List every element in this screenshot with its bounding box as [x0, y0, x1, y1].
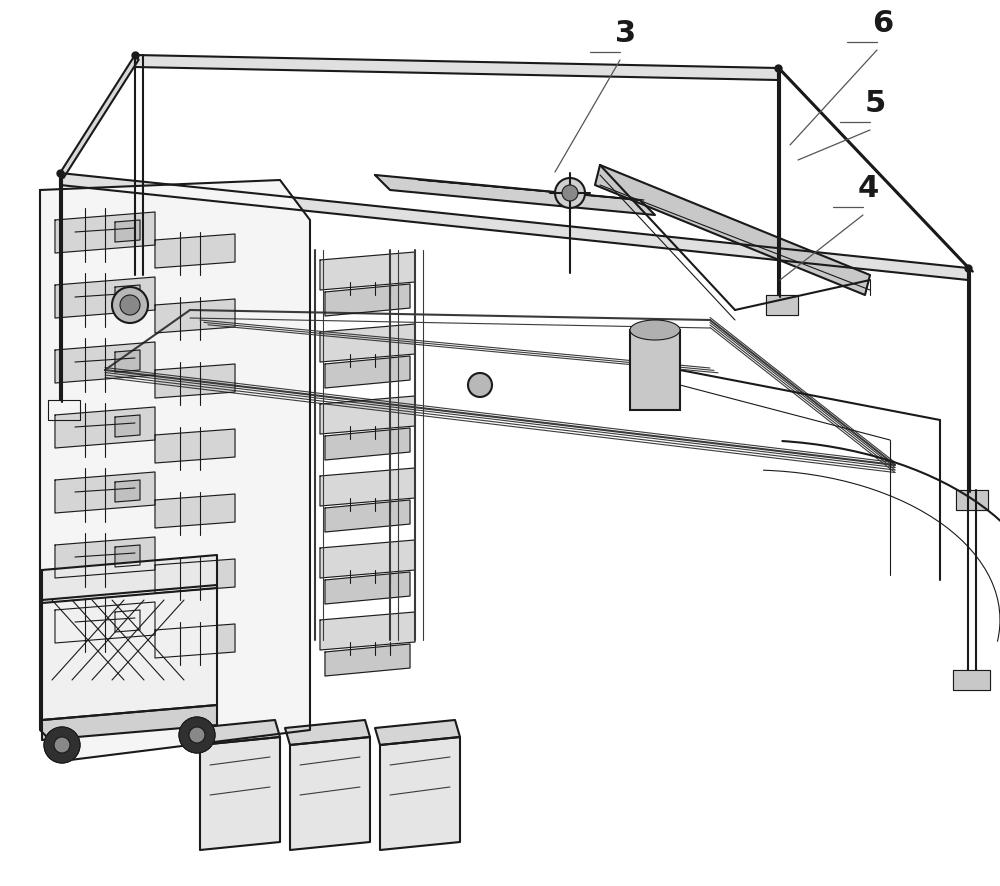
- Polygon shape: [60, 55, 139, 178]
- Text: 6: 6: [872, 9, 893, 38]
- Text: 5: 5: [865, 89, 886, 118]
- Polygon shape: [42, 705, 217, 740]
- Polygon shape: [968, 268, 970, 492]
- Polygon shape: [55, 407, 155, 448]
- Polygon shape: [155, 429, 235, 463]
- Polygon shape: [320, 396, 415, 434]
- Polygon shape: [60, 173, 62, 401]
- Polygon shape: [55, 342, 155, 383]
- Polygon shape: [55, 212, 155, 253]
- Polygon shape: [48, 400, 80, 420]
- Polygon shape: [325, 572, 410, 604]
- Polygon shape: [42, 555, 217, 603]
- Polygon shape: [325, 644, 410, 676]
- Circle shape: [189, 727, 205, 743]
- Polygon shape: [55, 277, 155, 318]
- Polygon shape: [290, 737, 370, 850]
- Circle shape: [555, 178, 585, 208]
- Polygon shape: [325, 428, 410, 460]
- Polygon shape: [956, 490, 988, 510]
- Polygon shape: [320, 252, 415, 290]
- Circle shape: [179, 717, 215, 753]
- Polygon shape: [155, 234, 235, 268]
- Polygon shape: [115, 610, 140, 632]
- Text: 4: 4: [858, 174, 879, 203]
- Polygon shape: [155, 559, 235, 593]
- Circle shape: [44, 727, 80, 763]
- Polygon shape: [155, 299, 235, 333]
- Polygon shape: [195, 720, 280, 745]
- Polygon shape: [325, 356, 410, 388]
- Polygon shape: [155, 494, 235, 528]
- Circle shape: [44, 727, 80, 763]
- Polygon shape: [115, 285, 140, 307]
- Polygon shape: [380, 737, 460, 850]
- Polygon shape: [55, 602, 155, 643]
- Polygon shape: [320, 468, 415, 506]
- Polygon shape: [135, 55, 778, 80]
- Polygon shape: [320, 540, 415, 578]
- Circle shape: [54, 737, 70, 753]
- Polygon shape: [325, 500, 410, 532]
- Polygon shape: [115, 545, 140, 567]
- Text: 3: 3: [615, 19, 636, 48]
- Polygon shape: [953, 670, 990, 690]
- Polygon shape: [595, 165, 870, 295]
- Polygon shape: [778, 68, 780, 297]
- Polygon shape: [115, 220, 140, 242]
- Polygon shape: [115, 480, 140, 502]
- Polygon shape: [778, 68, 973, 272]
- Polygon shape: [55, 537, 155, 578]
- Polygon shape: [115, 350, 140, 372]
- Circle shape: [112, 287, 148, 323]
- Polygon shape: [375, 175, 655, 215]
- Polygon shape: [320, 324, 415, 362]
- Polygon shape: [155, 364, 235, 398]
- Circle shape: [120, 295, 140, 315]
- Polygon shape: [42, 585, 217, 720]
- Polygon shape: [200, 737, 280, 850]
- Polygon shape: [285, 720, 370, 745]
- Polygon shape: [766, 295, 798, 315]
- Circle shape: [562, 185, 578, 201]
- Polygon shape: [60, 173, 968, 280]
- Circle shape: [179, 717, 215, 753]
- Polygon shape: [115, 415, 140, 437]
- Polygon shape: [375, 720, 460, 745]
- Circle shape: [468, 373, 492, 397]
- Polygon shape: [325, 284, 410, 316]
- Polygon shape: [40, 180, 310, 760]
- Polygon shape: [55, 472, 155, 513]
- Bar: [630, 330, 680, 410]
- Polygon shape: [155, 624, 235, 658]
- Ellipse shape: [630, 320, 680, 340]
- Polygon shape: [320, 612, 415, 650]
